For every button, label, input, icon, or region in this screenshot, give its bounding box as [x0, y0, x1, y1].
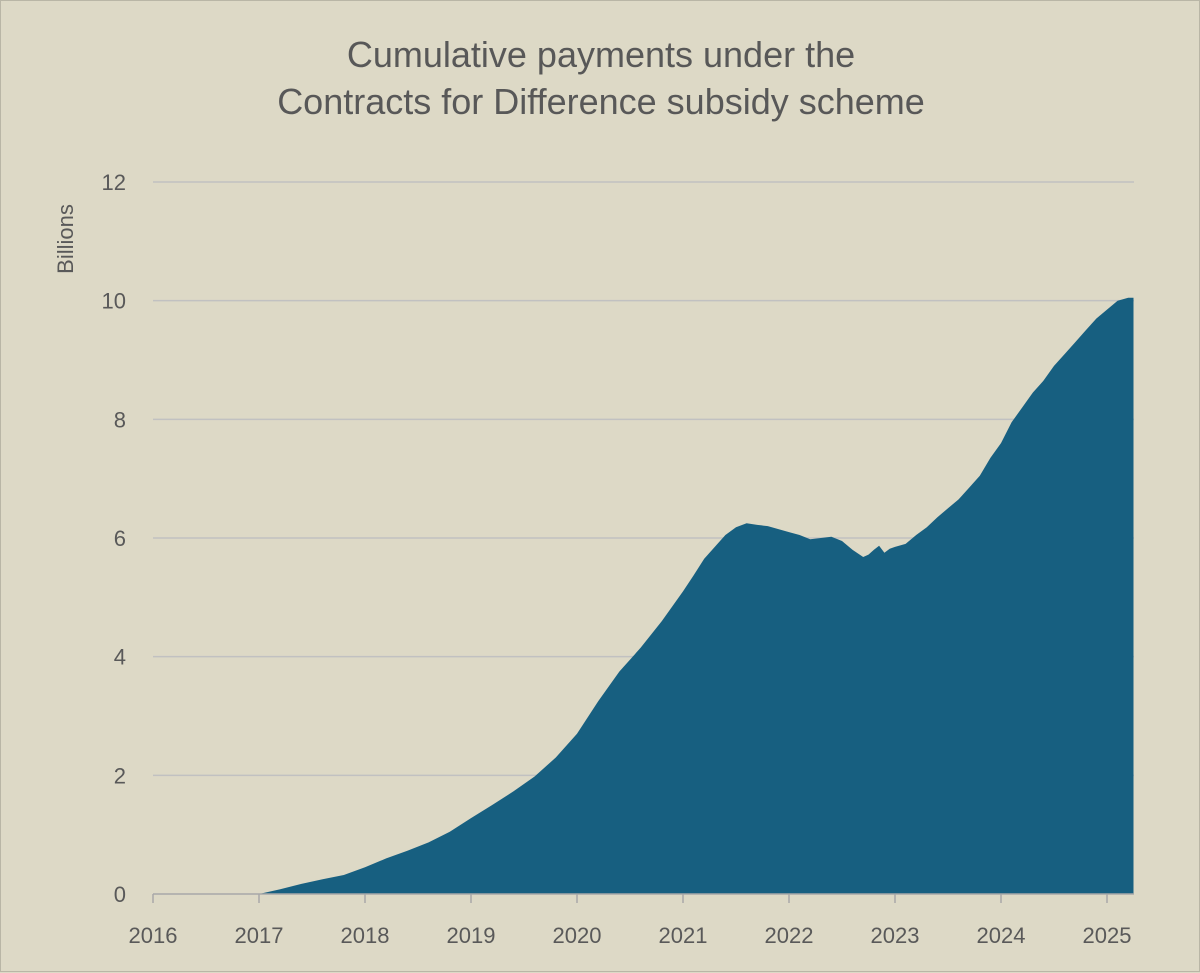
x-tick-label: 2025	[1083, 923, 1132, 948]
x-tick-label: 2017	[235, 923, 284, 948]
x-tick-label: 2020	[553, 923, 602, 948]
x-tick-label: 2024	[977, 923, 1026, 948]
area-series	[259, 297, 1134, 894]
chart-title: Cumulative payments under the Contracts …	[1, 31, 1200, 125]
y-tick-label: 2	[114, 763, 126, 788]
y-tick-label: 4	[114, 645, 126, 670]
x-tick-label: 2018	[341, 923, 390, 948]
x-tick-label: 2023	[871, 923, 920, 948]
x-tick-label: 2019	[447, 923, 496, 948]
y-tick-label: 8	[114, 407, 126, 432]
area-fill	[259, 297, 1134, 894]
chart-title-line-2: Contracts for Difference subsidy scheme	[277, 81, 925, 122]
y-tick-label: 10	[102, 289, 126, 314]
y-tick-label: 0	[114, 882, 126, 907]
y-tick-label: 12	[102, 170, 126, 195]
chart-title-line-1: Cumulative payments under the	[346, 34, 856, 75]
y-tick-label: 6	[114, 526, 126, 551]
x-tick-label: 2022	[765, 923, 814, 948]
y-axis-label: Billions	[53, 204, 78, 274]
x-tick-label: 2016	[129, 923, 178, 948]
x-tick-label: 2021	[659, 923, 708, 948]
axes: 0 2 4 6 8 10 12 2016 2017 2018 2019 2020 2021 2022 202…	[102, 170, 1134, 948]
